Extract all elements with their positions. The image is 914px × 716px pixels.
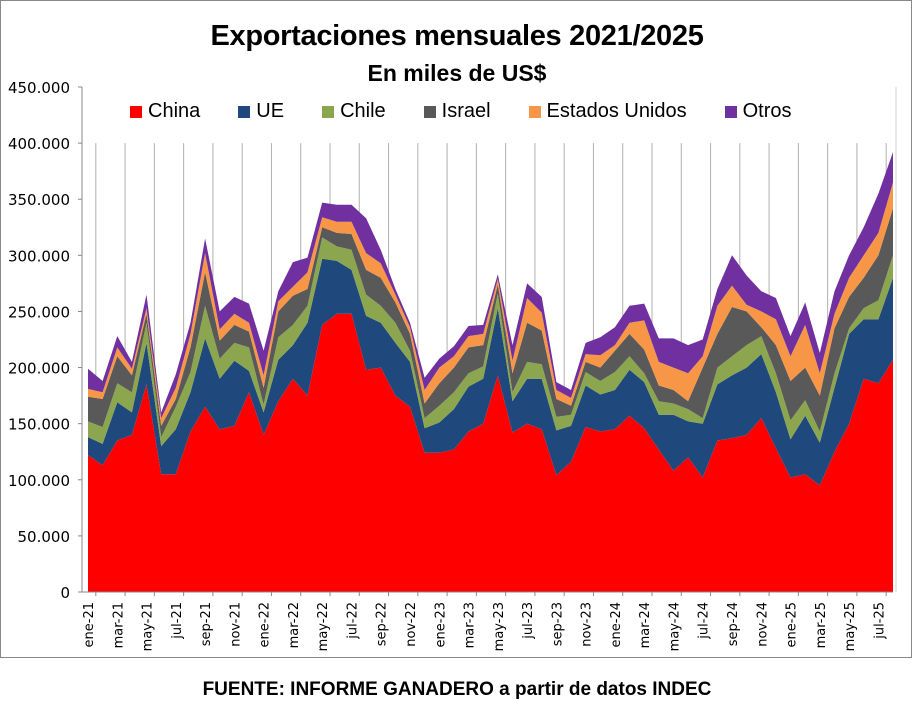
y-tick-label: 150.000 [8, 416, 70, 434]
x-tick-label: may-22 [316, 602, 331, 651]
x-tick-label: jul-25 [872, 602, 887, 640]
x-tick-label: jul-21 [170, 602, 185, 640]
area-ue [88, 258, 893, 486]
x-tick-label: mar-23 [463, 602, 478, 648]
source-footer: FUENTE: INFORME GANADERO a partir de dat… [202, 679, 712, 700]
legend-swatch [528, 105, 541, 118]
area-china [88, 313, 893, 592]
x-tick-label: jul-24 [697, 602, 712, 640]
x-tick-label: ene-24 [609, 602, 624, 647]
x-tick-label: may-23 [492, 602, 507, 651]
x-tick-label: sep-21 [199, 602, 214, 646]
y-tick-label: 50.000 [18, 528, 71, 546]
legend-item-estados-unidos: Estados Unidos [528, 100, 687, 123]
x-tick-label: mar-22 [287, 602, 302, 648]
area-otros [88, 152, 893, 419]
y-tick-label: 300.000 [8, 247, 70, 265]
legend-item-ue: UE [238, 100, 284, 123]
x-tick-label: ene-22 [258, 602, 273, 647]
legend-swatch [724, 105, 737, 118]
x-tick-label: sep-22 [375, 602, 390, 646]
x-tick-label: mar-25 [814, 602, 829, 648]
chart-subtitle: En miles de US$ [367, 60, 547, 86]
x-tick-label: may-21 [141, 602, 156, 651]
y-tick-label: 200.000 [8, 360, 70, 378]
x-tick-label: mar-21 [111, 602, 126, 648]
y-tick-label: 350.000 [8, 191, 70, 209]
legend-label: Chile [340, 100, 386, 122]
x-tick-label: nov-23 [580, 602, 595, 647]
legend-item-china: China [130, 100, 200, 123]
x-tick-label: mar-24 [638, 602, 653, 648]
y-tick-label: 250.000 [8, 303, 70, 321]
x-tick-label: ene-25 [785, 602, 800, 647]
legend-swatch [238, 105, 251, 118]
legend-swatch [322, 105, 335, 118]
x-tick-label: may-25 [843, 602, 858, 651]
legend-item-israel: Israel [423, 100, 491, 123]
x-tick-label: nov-21 [228, 602, 243, 647]
legend-label: Estados Unidos [546, 100, 687, 122]
legend-item-otros: Otros [724, 100, 792, 123]
y-tick-label: 450.000 [8, 79, 70, 97]
x-tick-label: nov-24 [755, 602, 770, 647]
area-israel [88, 208, 893, 438]
area-chile [88, 237, 893, 447]
x-tick-label: sep-24 [726, 602, 741, 646]
x-tick-label: sep-23 [550, 602, 565, 646]
area-estados-unidos [88, 182, 893, 426]
legend-label: Israel [441, 100, 491, 122]
area-series [88, 152, 893, 592]
legend: China UE Chile Israel Estados Unidos Otros [130, 100, 830, 123]
x-tick-label: nov-22 [404, 602, 419, 647]
legend-item-chile: Chile [322, 100, 386, 123]
chart-title: Exportaciones mensuales 2021/2025 [210, 20, 704, 52]
legend-swatch [130, 105, 142, 118]
axes: 0 50.000 100.000 150.000 200.000 250.000 300.0… [8, 79, 897, 651]
x-tick-label: ene-23 [433, 602, 448, 647]
legend-swatch [423, 105, 436, 118]
x-tick-label: may-24 [667, 602, 682, 651]
y-tick-label: 100.000 [8, 472, 70, 490]
x-tick-label: jul-23 [521, 602, 536, 640]
legend-label: Otros [742, 100, 792, 122]
x-tick-label: ene-21 [82, 602, 97, 647]
y-tick-label: 400.000 [8, 135, 70, 153]
y-tick-label: 0 [60, 584, 70, 602]
x-tick-label: jul-22 [345, 602, 360, 640]
legend-label: UE [256, 100, 285, 122]
legend-label: China [148, 100, 201, 122]
